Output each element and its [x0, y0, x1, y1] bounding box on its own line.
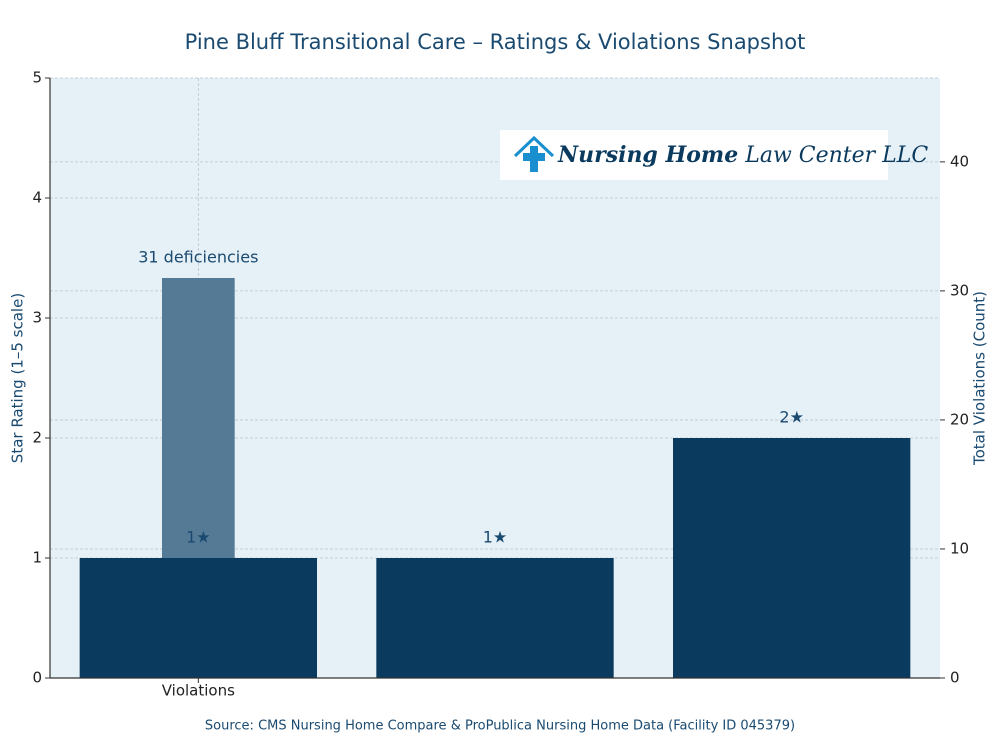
- logo: Nursing Home Law Center LLC: [500, 130, 928, 180]
- data-label: 1★: [483, 528, 508, 547]
- y-tick-label: 3: [32, 309, 42, 327]
- data-label: 31 deficiencies: [138, 248, 258, 267]
- bar: [673, 438, 911, 678]
- y-tick-label: 1: [32, 549, 42, 567]
- y-tick-label: 5: [32, 69, 42, 87]
- data-label: 1★: [186, 528, 211, 547]
- y2-tick-label: 10: [950, 539, 969, 557]
- logo-text: Nursing Home Law Center LLC: [557, 142, 928, 168]
- x-tick-label: Violations: [162, 682, 235, 700]
- logo-box: [500, 130, 888, 180]
- logo-cross: [523, 146, 545, 172]
- logo-bold: Nursing Home: [557, 142, 738, 168]
- y-tick-label: 2: [32, 429, 42, 447]
- y-tick-label: 4: [32, 189, 42, 207]
- source-note: Source: CMS Nursing Home Compare & ProPu…: [205, 719, 795, 734]
- y2-tick-label: 0: [950, 669, 960, 687]
- y2-tick-label: 20: [950, 410, 969, 428]
- data-label: 2★: [779, 408, 804, 427]
- y-axis-label: Star Rating (1–5 scale): [9, 293, 27, 463]
- bar: [376, 558, 614, 678]
- y-tick-label: 0: [32, 669, 42, 687]
- y2-tick-label: 30: [950, 281, 969, 299]
- chart-title: Pine Bluff Transitional Care – Ratings &…: [185, 30, 806, 54]
- logo-roof: [513, 135, 555, 158]
- y2-axis-label: Total Violations (Count): [971, 291, 989, 466]
- bar: [79, 558, 318, 678]
- y2-tick-label: 40: [950, 152, 969, 170]
- logo-rest: Law Center LLC: [744, 143, 928, 168]
